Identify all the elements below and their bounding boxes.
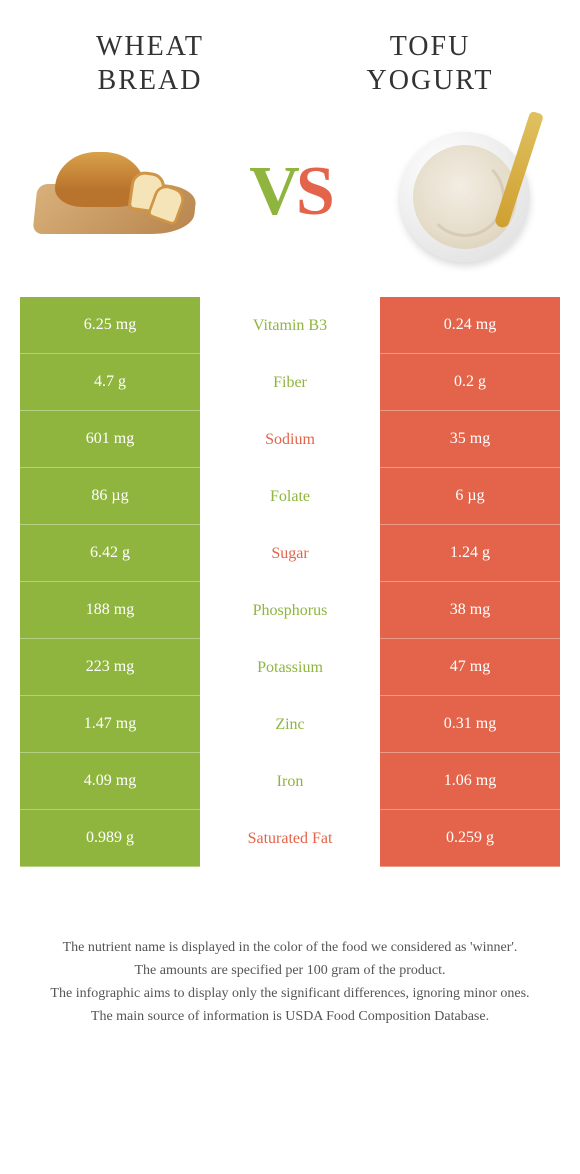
vs-label: VS — [249, 152, 331, 232]
nutrient-name: Vitamin B3 — [200, 297, 380, 354]
left-value: 0.989 g — [20, 810, 200, 867]
footer-line: The infographic aims to display only the… — [40, 983, 540, 1004]
nutrient-name: Saturated Fat — [200, 810, 380, 867]
right-value: 1.24 g — [380, 525, 560, 582]
nutrient-name: Fiber — [200, 354, 380, 411]
left-value: 86 µg — [20, 468, 200, 525]
table-row: 223 mgPotassium47 mg — [20, 639, 560, 696]
right-value: 0.2 g — [380, 354, 560, 411]
left-value: 4.09 mg — [20, 753, 200, 810]
footer-line: The main source of information is USDA F… — [40, 1006, 540, 1027]
nutrient-name: Potassium — [200, 639, 380, 696]
table-row: 4.09 mgIron1.06 mg — [20, 753, 560, 810]
right-value: 38 mg — [380, 582, 560, 639]
table-row: 601 mgSodium35 mg — [20, 411, 560, 468]
tofu-yogurt-image — [380, 122, 550, 262]
right-value: 6 µg — [380, 468, 560, 525]
nutrient-name: Sodium — [200, 411, 380, 468]
table-row: 1.47 mgZinc0.31 mg — [20, 696, 560, 753]
left-value: 601 mg — [20, 411, 200, 468]
nutrient-comparison-table: 6.25 mgVitamin B30.24 mg4.7 gFiber0.2 g6… — [20, 297, 560, 867]
right-value: 35 mg — [380, 411, 560, 468]
right-food-title: TOFU YOGURT — [330, 30, 530, 97]
footer-notes: The nutrient name is displayed in the co… — [40, 937, 540, 1027]
left-food-title: WHEAT BREAD — [50, 30, 250, 97]
right-value: 47 mg — [380, 639, 560, 696]
vs-s: S — [296, 153, 331, 230]
footer-line: The amounts are specified per 100 gram o… — [40, 960, 540, 981]
nutrient-name: Iron — [200, 753, 380, 810]
table-row: 0.989 gSaturated Fat0.259 g — [20, 810, 560, 867]
right-value: 0.24 mg — [380, 297, 560, 354]
vs-v: V — [249, 153, 296, 230]
right-value: 1.06 mg — [380, 753, 560, 810]
wheat-bread-image — [30, 122, 200, 262]
nutrient-name: Sugar — [200, 525, 380, 582]
left-value: 223 mg — [20, 639, 200, 696]
table-row: 86 µgFolate6 µg — [20, 468, 560, 525]
nutrient-name: Phosphorus — [200, 582, 380, 639]
right-value: 0.31 mg — [380, 696, 560, 753]
left-value: 188 mg — [20, 582, 200, 639]
nutrient-name: Folate — [200, 468, 380, 525]
left-value: 6.25 mg — [20, 297, 200, 354]
left-value: 6.42 g — [20, 525, 200, 582]
table-row: 6.42 gSugar1.24 g — [20, 525, 560, 582]
table-row: 188 mgPhosphorus38 mg — [20, 582, 560, 639]
nutrient-name: Zinc — [200, 696, 380, 753]
footer-line: The nutrient name is displayed in the co… — [40, 937, 540, 958]
right-value: 0.259 g — [380, 810, 560, 867]
table-row: 6.25 mgVitamin B30.24 mg — [20, 297, 560, 354]
table-row: 4.7 gFiber0.2 g — [20, 354, 560, 411]
left-value: 1.47 mg — [20, 696, 200, 753]
left-value: 4.7 g — [20, 354, 200, 411]
